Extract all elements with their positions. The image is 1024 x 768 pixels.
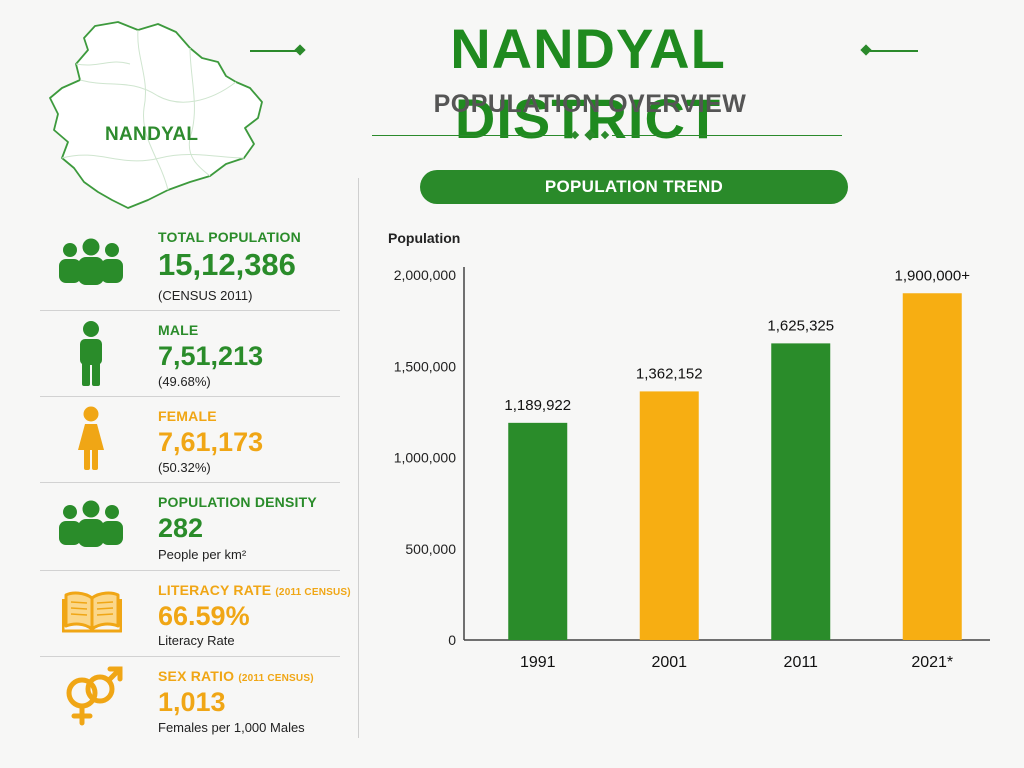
title-rule-right — [870, 50, 918, 52]
literacy-note: Literacy Rate — [158, 633, 235, 648]
total-population-value: 15,12,386 — [158, 247, 296, 282]
chart-title: POPULATION TREND — [420, 170, 848, 204]
y-tick-label: 2,000,000 — [394, 267, 456, 283]
district-map — [49, 21, 263, 209]
divider — [40, 396, 340, 397]
literacy-label-note: (2011 CENSUS) — [275, 587, 351, 598]
divider — [40, 482, 340, 483]
literacy-value: 66.59% — [158, 601, 250, 631]
divider — [40, 656, 340, 657]
title-rule-left — [250, 50, 298, 52]
column-divider — [358, 178, 359, 738]
density-value: 282 — [158, 513, 204, 543]
bar — [902, 293, 962, 640]
sex-ratio-note: Females per 1,000 Males — [158, 720, 305, 735]
bar — [771, 343, 831, 640]
bar-value-label: 1,189,922 — [504, 397, 571, 414]
page-subtitle: POPULATION OVERVIEW — [433, 90, 747, 118]
male-value: 7,51,213 — [158, 341, 264, 371]
female-value: 7,61,173 — [158, 427, 264, 457]
open-book-icon — [62, 591, 122, 633]
male-note: (49.68%) — [158, 374, 211, 389]
male-icon — [80, 321, 102, 386]
y-tick-label: 1,000,000 — [394, 450, 456, 466]
female-label: FEMALE — [158, 408, 217, 424]
bar — [508, 422, 568, 640]
literacy-label: LITERACY RATE (2011 CENSUS) — [158, 582, 351, 598]
y-axis-label: Population — [388, 230, 460, 246]
density-label: POPULATION DENSITY — [158, 494, 317, 510]
people-group-icon — [59, 500, 123, 547]
gender-symbol-icon — [66, 666, 123, 726]
subtitle-rule-right — [612, 135, 842, 136]
population-bar-chart: Population 0 500,000 1,000,000 1,500,000 2,00… — [388, 230, 990, 671]
x-tick-label: 2011 — [784, 654, 819, 671]
bar — [639, 391, 699, 640]
divider — [40, 570, 340, 571]
bar-value-label: 1,900,000+ — [895, 267, 971, 284]
title-diamond-left — [294, 44, 306, 56]
x-tick-label: 1991 — [520, 654, 556, 671]
y-tick-label: 500,000 — [405, 541, 456, 557]
literacy-label-text: LITERACY RATE — [158, 582, 272, 598]
sex-ratio-label: SEX RATIO (2011 CENSUS) — [158, 668, 314, 684]
bar-value-label: 1,362,152 — [636, 365, 703, 382]
sex-ratio-value: 1,013 — [158, 687, 226, 717]
y-tick-label: 0 — [448, 632, 456, 648]
total-population-label: TOTAL POPULATION — [158, 229, 301, 245]
male-label: MALE — [158, 322, 199, 338]
y-tick-label: 1,500,000 — [394, 358, 456, 374]
sex-ratio-label-text: SEX RATIO — [158, 668, 235, 684]
density-note: People per km² — [158, 547, 247, 562]
total-population-note: (CENSUS 2011) — [158, 288, 253, 303]
x-tick-label: 2021* — [911, 654, 953, 671]
subtitle-rule-left — [372, 135, 568, 136]
map-label: NANDYAL — [105, 124, 199, 145]
divider — [40, 310, 340, 311]
x-tick-label: 2001 — [651, 654, 687, 671]
female-note: (50.32%) — [158, 460, 211, 475]
people-group-icon — [59, 238, 123, 285]
sex-ratio-label-note: (2011 CENSUS) — [238, 673, 314, 684]
bar-value-label: 1,625,325 — [767, 317, 834, 334]
female-icon — [78, 406, 104, 470]
page-title: NANDYAL DISTRICT — [450, 17, 726, 150]
